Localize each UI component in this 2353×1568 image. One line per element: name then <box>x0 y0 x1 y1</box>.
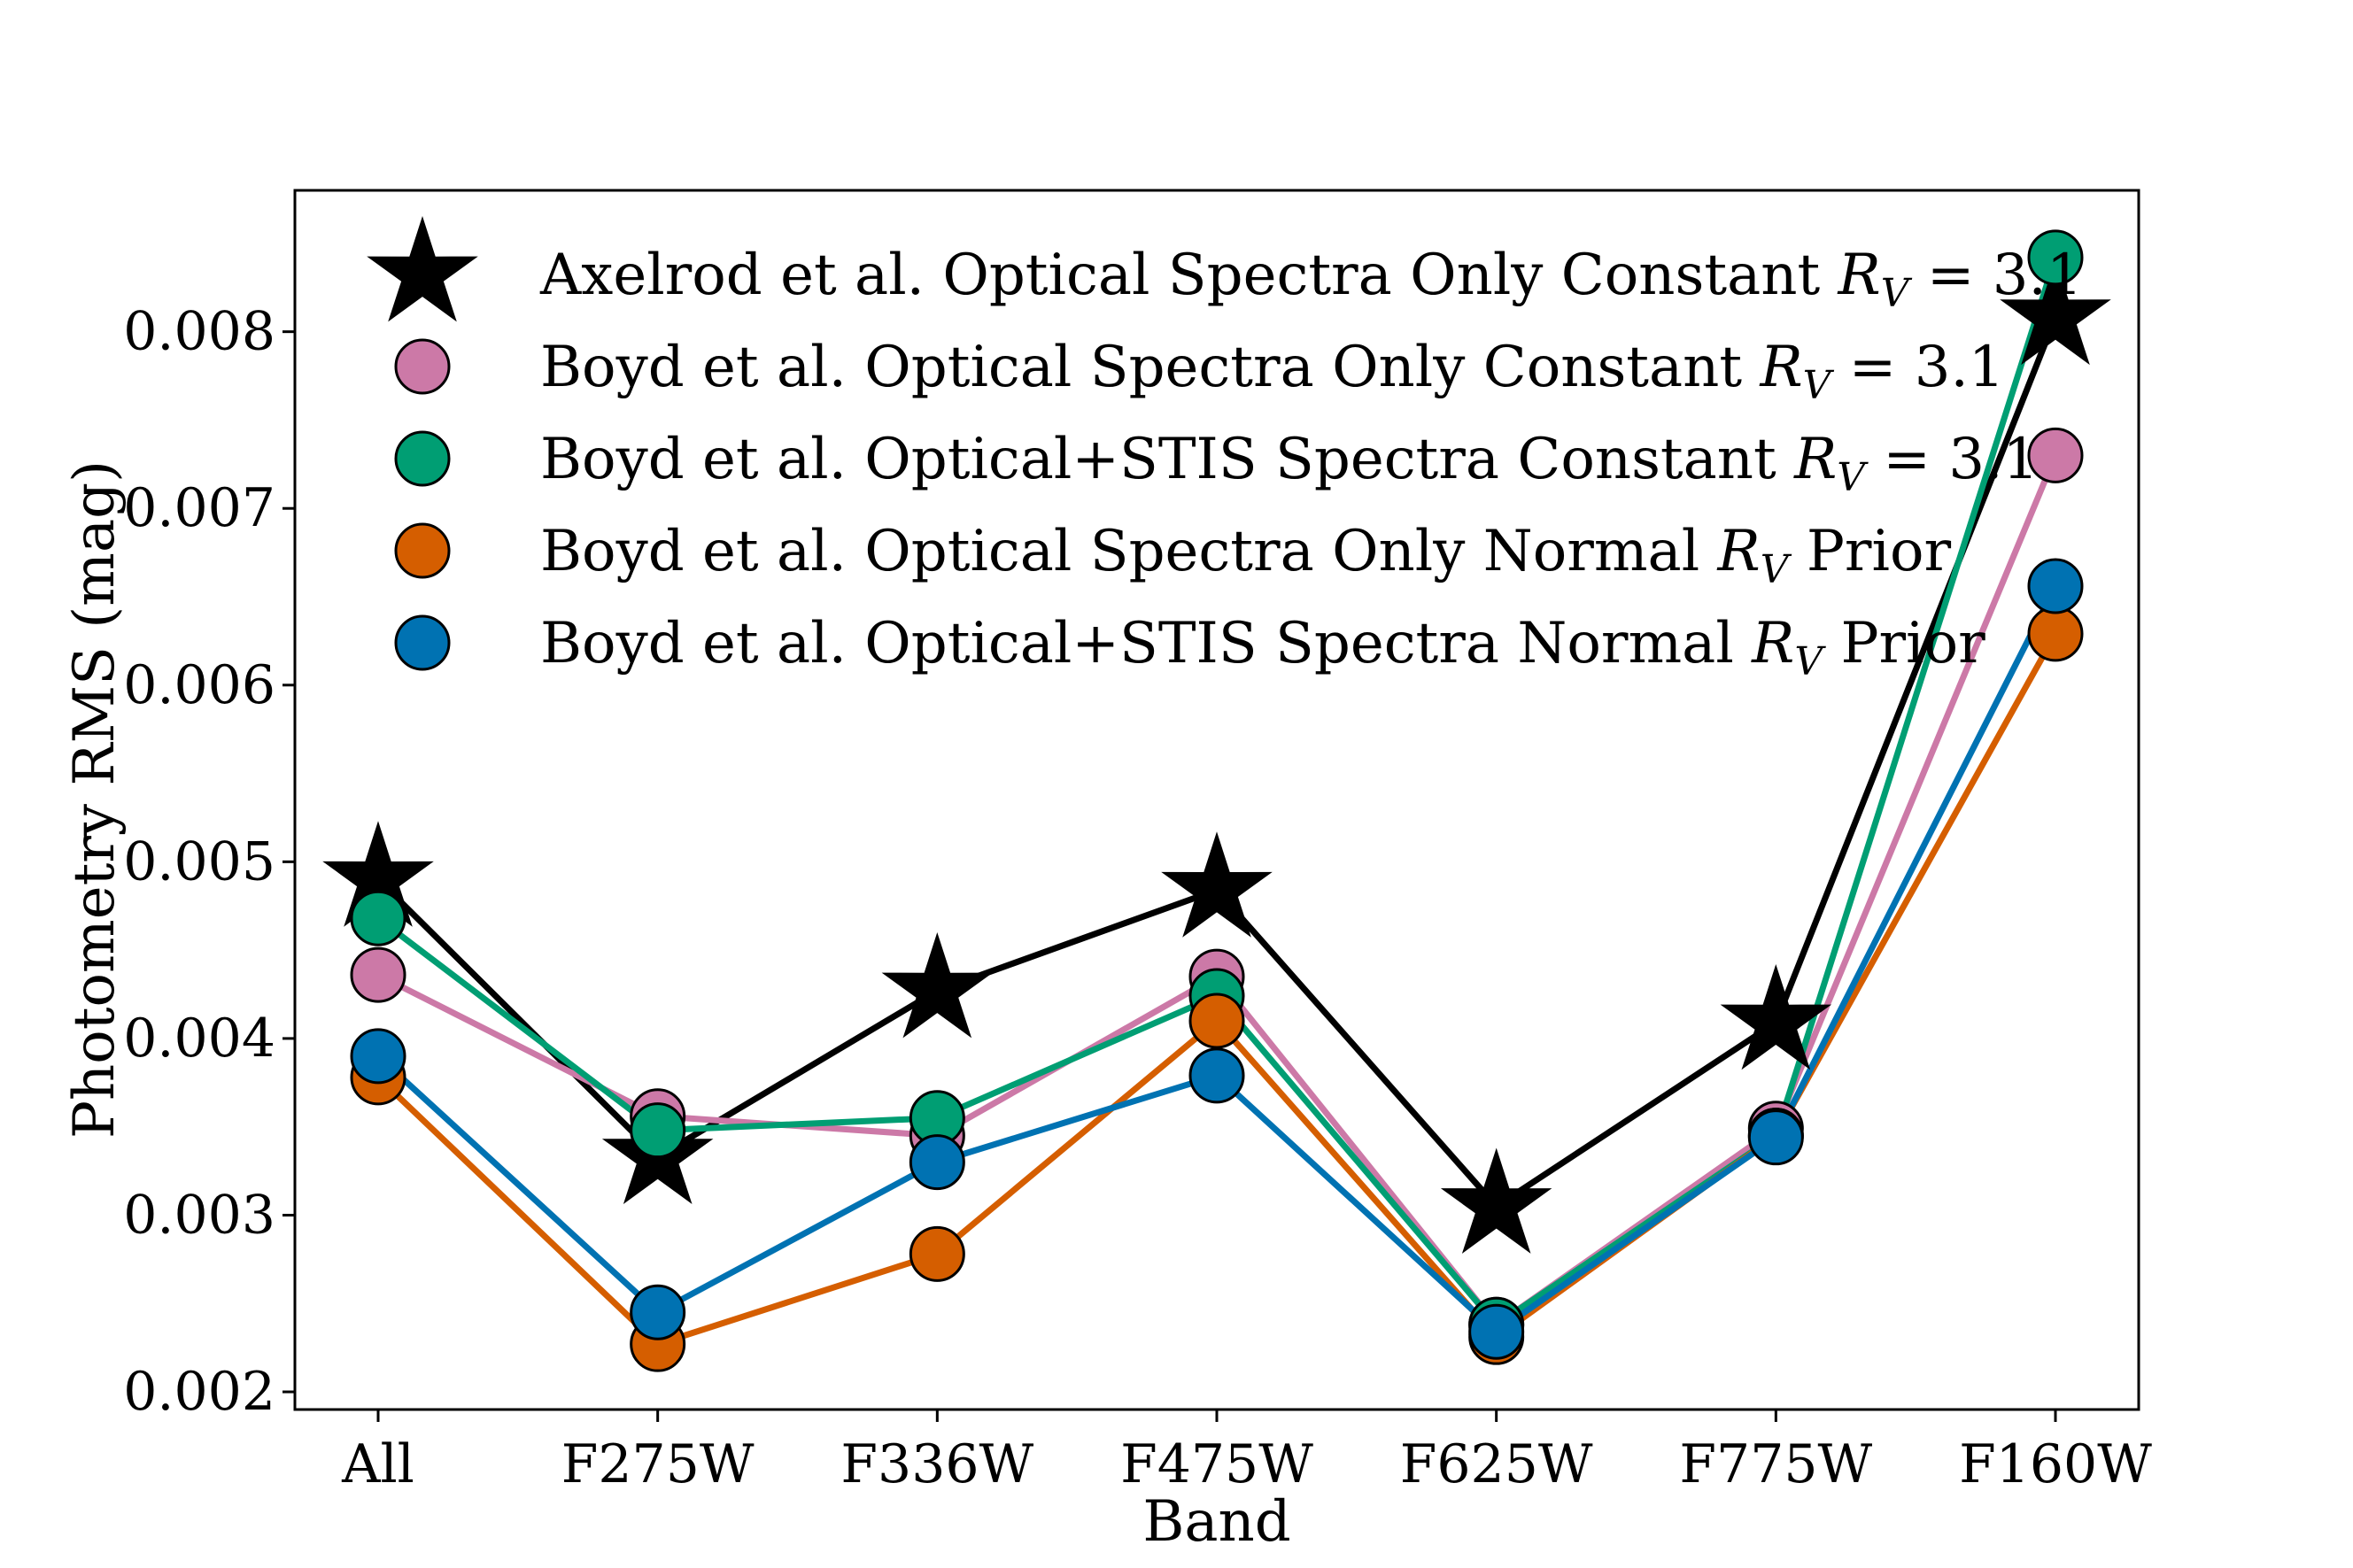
data-point <box>2027 606 2084 662</box>
legend-entry: Boyd et al. Optical Spectra Only Constan… <box>394 335 2005 408</box>
y-tick-label: 0.008 <box>123 301 275 363</box>
data-point-star <box>1161 831 1273 938</box>
data-point <box>1747 1109 1804 1166</box>
series-markers-4 <box>350 558 2084 1360</box>
legend-marker <box>394 430 451 487</box>
data-point <box>1188 993 1245 1049</box>
data-point <box>1468 1303 1525 1360</box>
y-tick-label: 0.005 <box>123 830 275 892</box>
y-tick-label: 0.003 <box>123 1184 275 1246</box>
data-point <box>350 946 406 1003</box>
y-tick-label: 0.007 <box>123 477 275 539</box>
data-point-star <box>1440 1147 1552 1254</box>
series-2 <box>375 256 2059 1328</box>
x-axis-label: Band <box>1142 1489 1290 1555</box>
legend-label: Axelrod et al. Optical Spectra Only Cons… <box>539 243 2083 316</box>
legend-entry: Boyd et al. Optical Spectra Only Normal … <box>394 519 1951 592</box>
data-point-star <box>2000 259 2111 366</box>
y-tick-label: 0.004 <box>123 1008 275 1070</box>
axes-layer: All F275W F336W F475W F625W F775W F160W 0.002 0.… <box>123 301 2152 1495</box>
x-tick-label: F336W <box>840 1433 1033 1495</box>
y-tick-label: 0.006 <box>123 654 275 716</box>
legend-entry: Boyd et al. Optical+STIS Spectra Constan… <box>394 427 2039 500</box>
x-tick-label: F160W <box>1959 1433 2152 1495</box>
data-point <box>350 1028 406 1085</box>
legend-marker <box>394 614 451 671</box>
data-point <box>909 1134 965 1191</box>
legend-label: Boyd et al. Optical+STIS Spectra Constan… <box>540 427 2039 500</box>
data-point-star <box>322 821 434 927</box>
x-tick-label: F625W <box>1400 1433 1593 1495</box>
data-point <box>909 1225 965 1282</box>
series-layer <box>322 229 2111 1372</box>
legend: Axelrod et al. Optical Spectra Only Cons… <box>367 216 2083 684</box>
data-point <box>2027 229 2084 286</box>
legend-label: Boyd et al. Optical Spectra Only Normal … <box>540 519 1951 592</box>
data-point <box>2027 558 2084 614</box>
data-point <box>630 1284 686 1340</box>
x-tick-label: All <box>341 1433 414 1495</box>
x-tick-label: F275W <box>561 1433 755 1495</box>
data-point <box>1188 1047 1245 1104</box>
legend-label: Boyd et al. Optical Spectra Only Constan… <box>540 335 2005 408</box>
legend-marker <box>394 522 451 579</box>
x-tick-label: F775W <box>1679 1433 1872 1495</box>
series-markers-0 <box>322 259 2111 1254</box>
legend-entry: Axelrod et al. Optical Spectra Only Cons… <box>367 216 2083 322</box>
data-point <box>2027 427 2084 483</box>
y-tick-label: 0.002 <box>123 1361 275 1423</box>
x-tick-label: F475W <box>1120 1433 1313 1495</box>
y-axis-label: Photometry RMS (mag) <box>62 460 128 1139</box>
data-point-star <box>881 932 994 1039</box>
legend-marker <box>394 338 451 395</box>
series-line <box>375 256 2059 1328</box>
legend-label: Boyd et al. Optical+STIS Spectra Normal … <box>540 611 1985 684</box>
legend-marker-star <box>367 216 478 322</box>
data-point <box>630 1102 686 1159</box>
legend-entry: Boyd et al. Optical+STIS Spectra Normal … <box>394 611 1985 684</box>
data-point-star <box>1720 964 1832 1070</box>
data-point <box>350 890 406 946</box>
